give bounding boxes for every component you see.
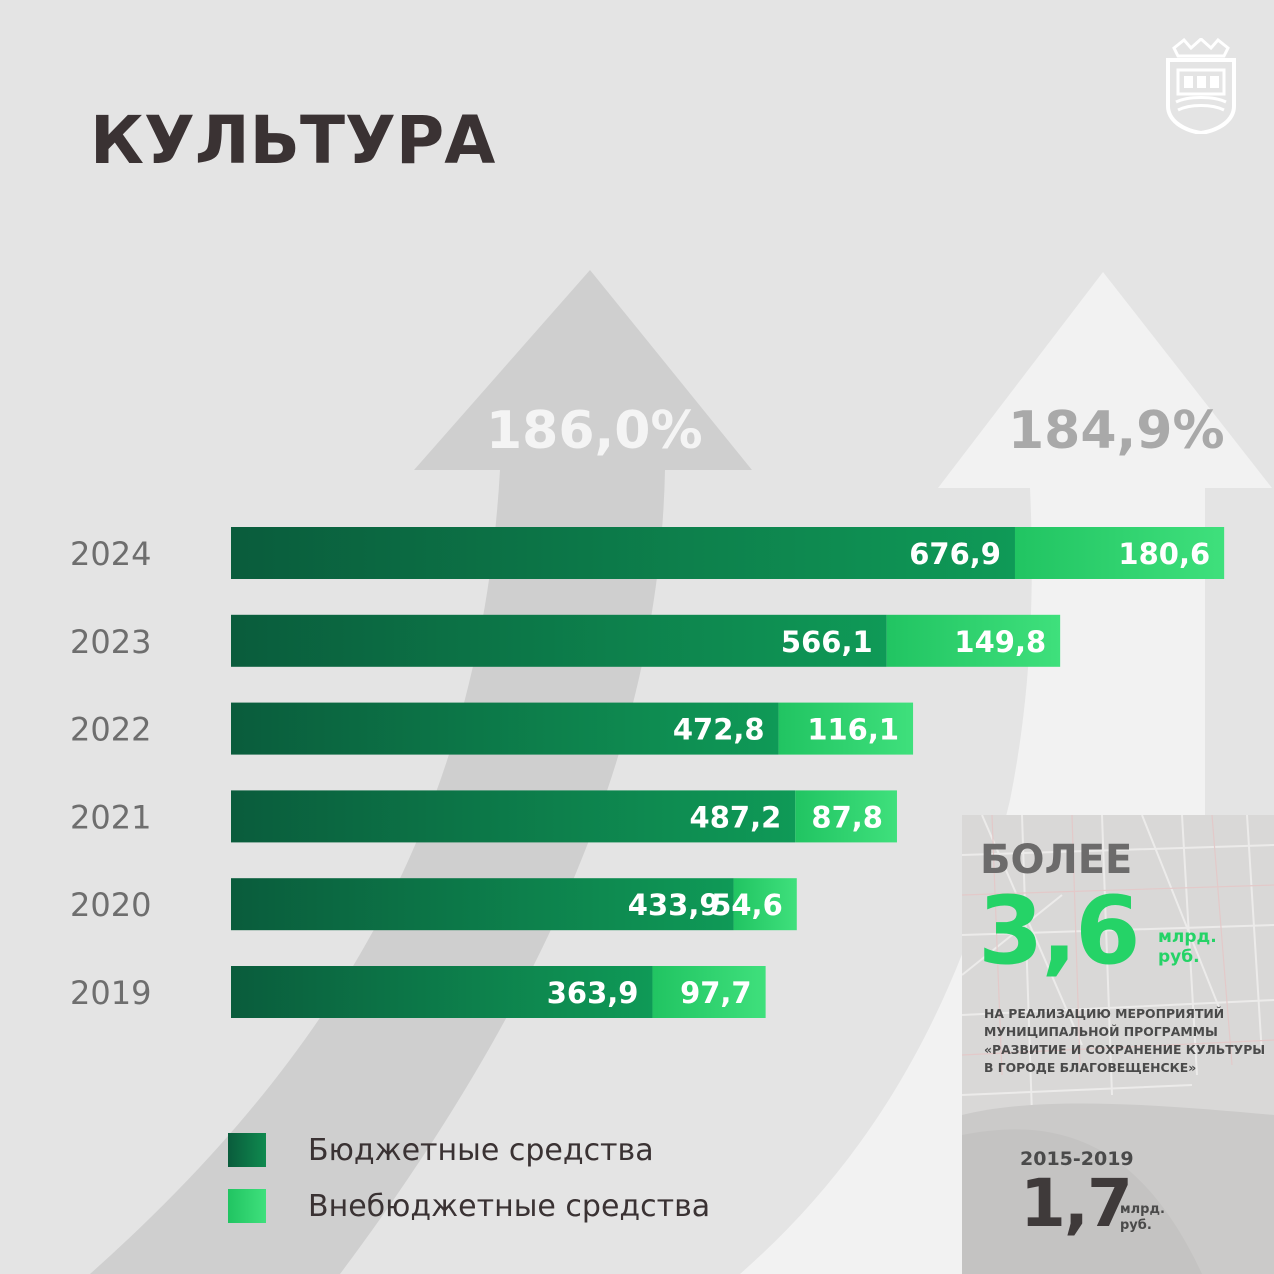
bar-offbudget-2019	[652, 966, 766, 1018]
total-funding-panel: БОЛЕЕ 3,6 млрд. руб. НА РЕАЛИЗАЦИЮ МЕРОП…	[962, 815, 1274, 1274]
bar-budget-2023	[231, 614, 887, 667]
value-label-offbudget-2022: 116,1	[807, 713, 899, 747]
bar-budget-2019	[231, 966, 653, 1018]
value-label-offbudget-2024: 180,6	[1118, 537, 1210, 571]
panel-period-value: 1,7	[1020, 1165, 1133, 1242]
value-label-budget-2019: 363,9	[547, 976, 639, 1010]
bars-layer: 2024 676,9 180,6 2023 566,1 149,8 2022 472,8 116…	[70, 527, 1225, 1018]
legend-label-budget: Бюджетные средства	[308, 1132, 654, 1168]
bar-offbudget-2024	[1014, 527, 1225, 579]
bar-offbudget-2022	[778, 702, 914, 755]
panel-total-unit: млрд. руб.	[1158, 927, 1218, 967]
bar-offbudget-2021	[795, 790, 897, 843]
panel-more-label: БОЛЕЕ	[980, 837, 1133, 883]
offbudget-growth-percent: 184,9%	[1008, 401, 1225, 461]
panel-period-unit-line1: млрд.	[1120, 1202, 1165, 1217]
bar-budget-2022	[231, 702, 779, 755]
year-label-2020: 2020	[70, 886, 151, 924]
amur-region-coat-of-arms-icon	[1166, 38, 1236, 134]
year-label-2021: 2021	[70, 798, 151, 836]
value-label-budget-2022: 472,8	[673, 713, 765, 747]
legend-item-budget: Бюджетные средства	[228, 1130, 710, 1170]
panel-total-unit-line1: млрд.	[1158, 927, 1217, 947]
bar-offbudget-2023	[886, 614, 1061, 667]
panel-period-unit: млрд. руб.	[1120, 1202, 1170, 1233]
bar-budget-2024	[231, 527, 1015, 579]
bar-budget-2020	[231, 878, 734, 931]
value-label-budget-2023: 566,1	[781, 625, 873, 659]
city-map-background	[962, 815, 1274, 1274]
value-label-offbudget-2023: 149,8	[954, 625, 1046, 659]
bar-budget-2021	[231, 790, 796, 843]
panel-total-unit-line2: руб.	[1158, 946, 1200, 967]
left-growth-arrow	[90, 270, 752, 1274]
value-label-budget-2020: 433,9	[628, 888, 720, 922]
legend-item-offbudget: Внебюджетные средства	[228, 1186, 710, 1226]
panel-period-unit-line2: руб.	[1120, 1217, 1152, 1233]
bar-offbudget-2020	[733, 878, 797, 931]
value-label-offbudget-2019: 97,7	[680, 976, 752, 1010]
panel-description: НА РЕАЛИЗАЦИЮ МЕРОПРИЯТИЙ МУНИЦИПАЛЬНОЙ …	[984, 1006, 1266, 1075]
value-label-offbudget-2020: 54,6	[711, 888, 783, 922]
legend-swatch-budget	[228, 1133, 266, 1167]
year-label-2023: 2023	[70, 623, 151, 661]
chart-legend: Бюджетные средства Внебюджетные средства	[228, 1130, 710, 1242]
value-label-budget-2021: 487,2	[690, 800, 782, 834]
page-title: КУЛЬТУРА	[90, 102, 496, 179]
value-label-budget-2024: 676,9	[909, 537, 1001, 571]
legend-swatch-offbudget	[228, 1189, 266, 1223]
year-label-2024: 2024	[70, 535, 151, 573]
year-label-2022: 2022	[70, 711, 151, 749]
value-label-offbudget-2021: 87,8	[811, 800, 883, 834]
legend-label-offbudget: Внебюджетные средства	[308, 1188, 711, 1224]
budget-growth-percent: 186,0%	[486, 401, 703, 461]
year-label-2019: 2019	[70, 974, 151, 1012]
panel-total-value: 3,6	[978, 877, 1141, 986]
panel-period-label: 2015-2019	[1020, 1148, 1134, 1170]
